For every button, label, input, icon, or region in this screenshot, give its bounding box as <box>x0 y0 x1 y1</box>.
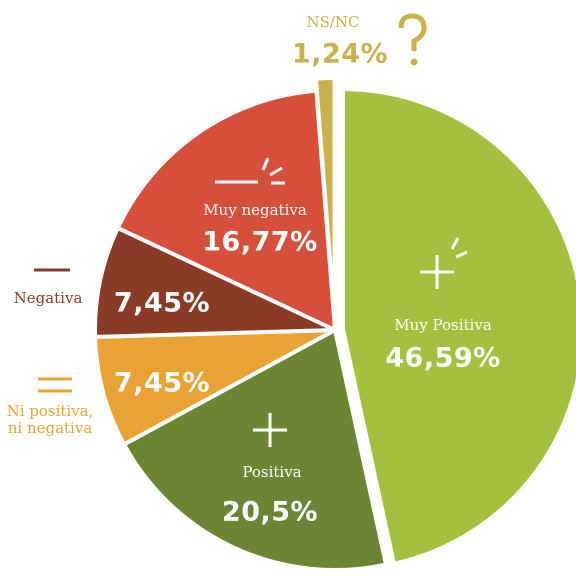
value-label: 16,77% <box>202 226 318 258</box>
value-label: 46,59% <box>385 342 501 374</box>
icons <box>34 13 468 447</box>
pie-slice <box>313 76 337 321</box>
slice-name: Muy Positiva <box>394 316 492 334</box>
slice-name: Muy negativa <box>203 201 307 219</box>
pie-slice <box>115 88 337 332</box>
value-label: 20,5% <box>221 496 319 528</box>
pie-slice <box>93 328 337 447</box>
pie-slice <box>122 328 389 572</box>
plus-icon <box>253 413 287 447</box>
plus-icon <box>420 237 468 289</box>
value-label: 1,24% <box>291 38 389 70</box>
value-label: 7,45% <box>113 367 211 399</box>
slice-name: Negativa <box>13 289 83 307</box>
question-icon <box>398 13 427 66</box>
slice-name: Ni positiva, ni negativa <box>6 402 94 437</box>
slice-name: Positiva <box>242 463 302 481</box>
slice-name: NS/NC <box>306 13 360 31</box>
minus-icon <box>215 157 285 185</box>
pie-slice <box>340 87 576 566</box>
pie-slice <box>93 225 337 339</box>
equal-icon <box>38 377 72 393</box>
value-label: 7,45% <box>113 287 211 319</box>
